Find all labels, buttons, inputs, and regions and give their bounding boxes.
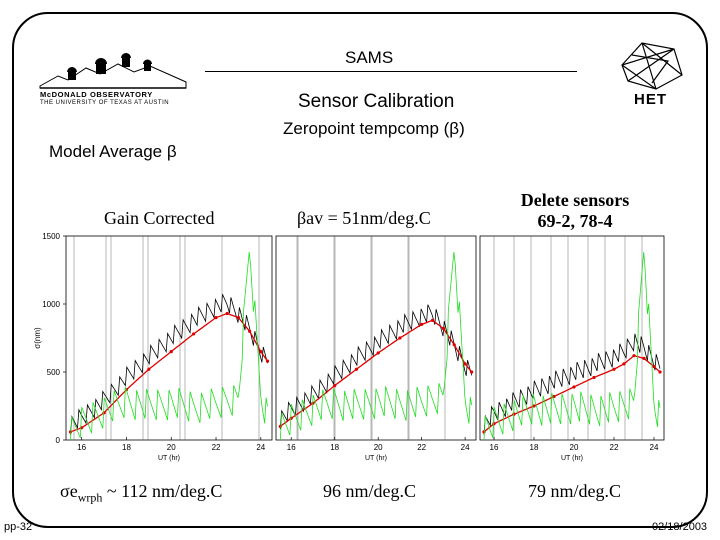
series-line bbox=[70, 294, 268, 435]
mcdonald-logo-line1: McDONALD OBSERVATORY bbox=[40, 90, 153, 99]
x-tick-label: 22 bbox=[610, 443, 619, 452]
series-line bbox=[70, 252, 268, 441]
x-tick-label: 24 bbox=[461, 443, 470, 452]
series-point bbox=[376, 351, 380, 355]
panel-frame bbox=[65, 235, 273, 441]
series-point bbox=[430, 318, 435, 322]
x-tick-label: 20 bbox=[167, 443, 176, 452]
sigma-subscript: wrph bbox=[77, 490, 103, 505]
series-point bbox=[102, 411, 106, 415]
series-point bbox=[441, 326, 445, 331]
slide-date: 02/18/2003 bbox=[652, 521, 708, 533]
series-point bbox=[147, 367, 151, 371]
series-point bbox=[612, 367, 616, 371]
series-point bbox=[658, 370, 662, 374]
sigma-prefix: σe bbox=[60, 481, 78, 501]
sigma-value: ~ 112 nm/deg.C bbox=[102, 481, 223, 501]
series-point bbox=[622, 362, 626, 366]
het-logo-text: HET bbox=[634, 91, 667, 108]
delete-sensors-label: Delete sensors 69-2, 78-4 bbox=[500, 190, 650, 232]
slide-frame bbox=[12, 12, 708, 528]
gain-corrected-label: Gain Corrected bbox=[104, 208, 215, 228]
x-axis-label: UT (hr) bbox=[561, 455, 583, 462]
mcdonald-observatory-logo bbox=[39, 53, 187, 89]
x-tick-label: 16 bbox=[490, 443, 499, 452]
series-point bbox=[492, 422, 496, 426]
series-point bbox=[470, 370, 474, 374]
series-line bbox=[483, 333, 661, 435]
series-point bbox=[192, 332, 196, 336]
y-tick-label: 1500 bbox=[42, 232, 60, 241]
series-point bbox=[532, 404, 536, 408]
series-point bbox=[652, 364, 656, 369]
series-point bbox=[259, 350, 263, 354]
sigma-center-label: 96 nm/deg.C bbox=[323, 481, 416, 501]
x-tick-label: 16 bbox=[77, 443, 86, 452]
title-underline bbox=[205, 71, 577, 72]
series-line bbox=[483, 355, 661, 433]
series-point bbox=[463, 362, 467, 366]
series-line bbox=[483, 252, 661, 441]
y-tick-label: 500 bbox=[47, 368, 61, 377]
y-tick-label: 1000 bbox=[42, 300, 60, 309]
slide-subtitle: Sensor Calibration bbox=[298, 91, 455, 112]
x-tick-label: 18 bbox=[330, 443, 339, 452]
series-point bbox=[354, 367, 359, 371]
series-point bbox=[398, 336, 402, 340]
series-point bbox=[236, 316, 241, 320]
series-point bbox=[642, 356, 646, 360]
series-line bbox=[279, 251, 473, 441]
series-point bbox=[68, 430, 73, 434]
het-telescope-logo bbox=[621, 42, 683, 90]
series-point bbox=[214, 316, 218, 320]
x-tick-label: 16 bbox=[287, 443, 296, 452]
x-tick-label: 18 bbox=[122, 443, 131, 452]
x-tick-label: 20 bbox=[570, 443, 579, 452]
delete-sensors-line2: 69-2, 78-4 bbox=[537, 211, 613, 231]
x-tick-label: 22 bbox=[417, 443, 426, 452]
x-tick-label: 24 bbox=[256, 443, 265, 452]
calibration-plots: σ(nm) 0 500 1000 1500 16 18 20 22 24 UT (hr) 16 18 20… bbox=[33, 232, 665, 462]
series-point bbox=[169, 350, 173, 354]
x-tick-label: 20 bbox=[374, 443, 383, 452]
slide-subheading: Zeropoint tempcomp (β) bbox=[283, 119, 465, 138]
series-point bbox=[289, 416, 293, 420]
sigma-right-label: 79 nm/deg.C bbox=[528, 481, 621, 501]
x-axis-label: UT (hr) bbox=[365, 455, 387, 462]
x-tick-label: 18 bbox=[530, 443, 539, 452]
series-point bbox=[225, 311, 229, 316]
mcdonald-logo-line2: THE UNIVERSITY OF TEXAS AT AUSTIN bbox=[40, 100, 170, 106]
panel-frame bbox=[275, 235, 477, 441]
x-tick-label: 24 bbox=[650, 443, 659, 452]
page-number: pp-32 bbox=[4, 521, 33, 533]
model-average-label: Model Average β bbox=[49, 142, 177, 161]
x-axis-label: UT (hr) bbox=[158, 455, 180, 462]
delete-sensors-line1: Delete sensors bbox=[520, 190, 630, 210]
series-point bbox=[572, 385, 576, 389]
series-point bbox=[632, 354, 636, 358]
series-line bbox=[70, 313, 269, 433]
series-point bbox=[420, 322, 424, 326]
panel-frame bbox=[479, 235, 665, 441]
series-line bbox=[279, 319, 473, 427]
beta-average-label: βav = 51nm/deg.C bbox=[297, 208, 431, 228]
series-point bbox=[265, 359, 270, 363]
y-tick-label: 0 bbox=[56, 436, 61, 445]
series-point bbox=[452, 343, 456, 347]
series-point bbox=[248, 329, 252, 333]
sigma-left-label: σewrph ~ 112 nm/deg.C bbox=[60, 481, 222, 506]
series-point bbox=[592, 375, 596, 380]
series-point bbox=[333, 384, 337, 388]
series-line bbox=[279, 304, 473, 430]
slide-title: SAMS bbox=[345, 48, 394, 67]
y-axis-label: σ(nm) bbox=[33, 327, 42, 349]
x-tick-label: 22 bbox=[212, 443, 221, 452]
